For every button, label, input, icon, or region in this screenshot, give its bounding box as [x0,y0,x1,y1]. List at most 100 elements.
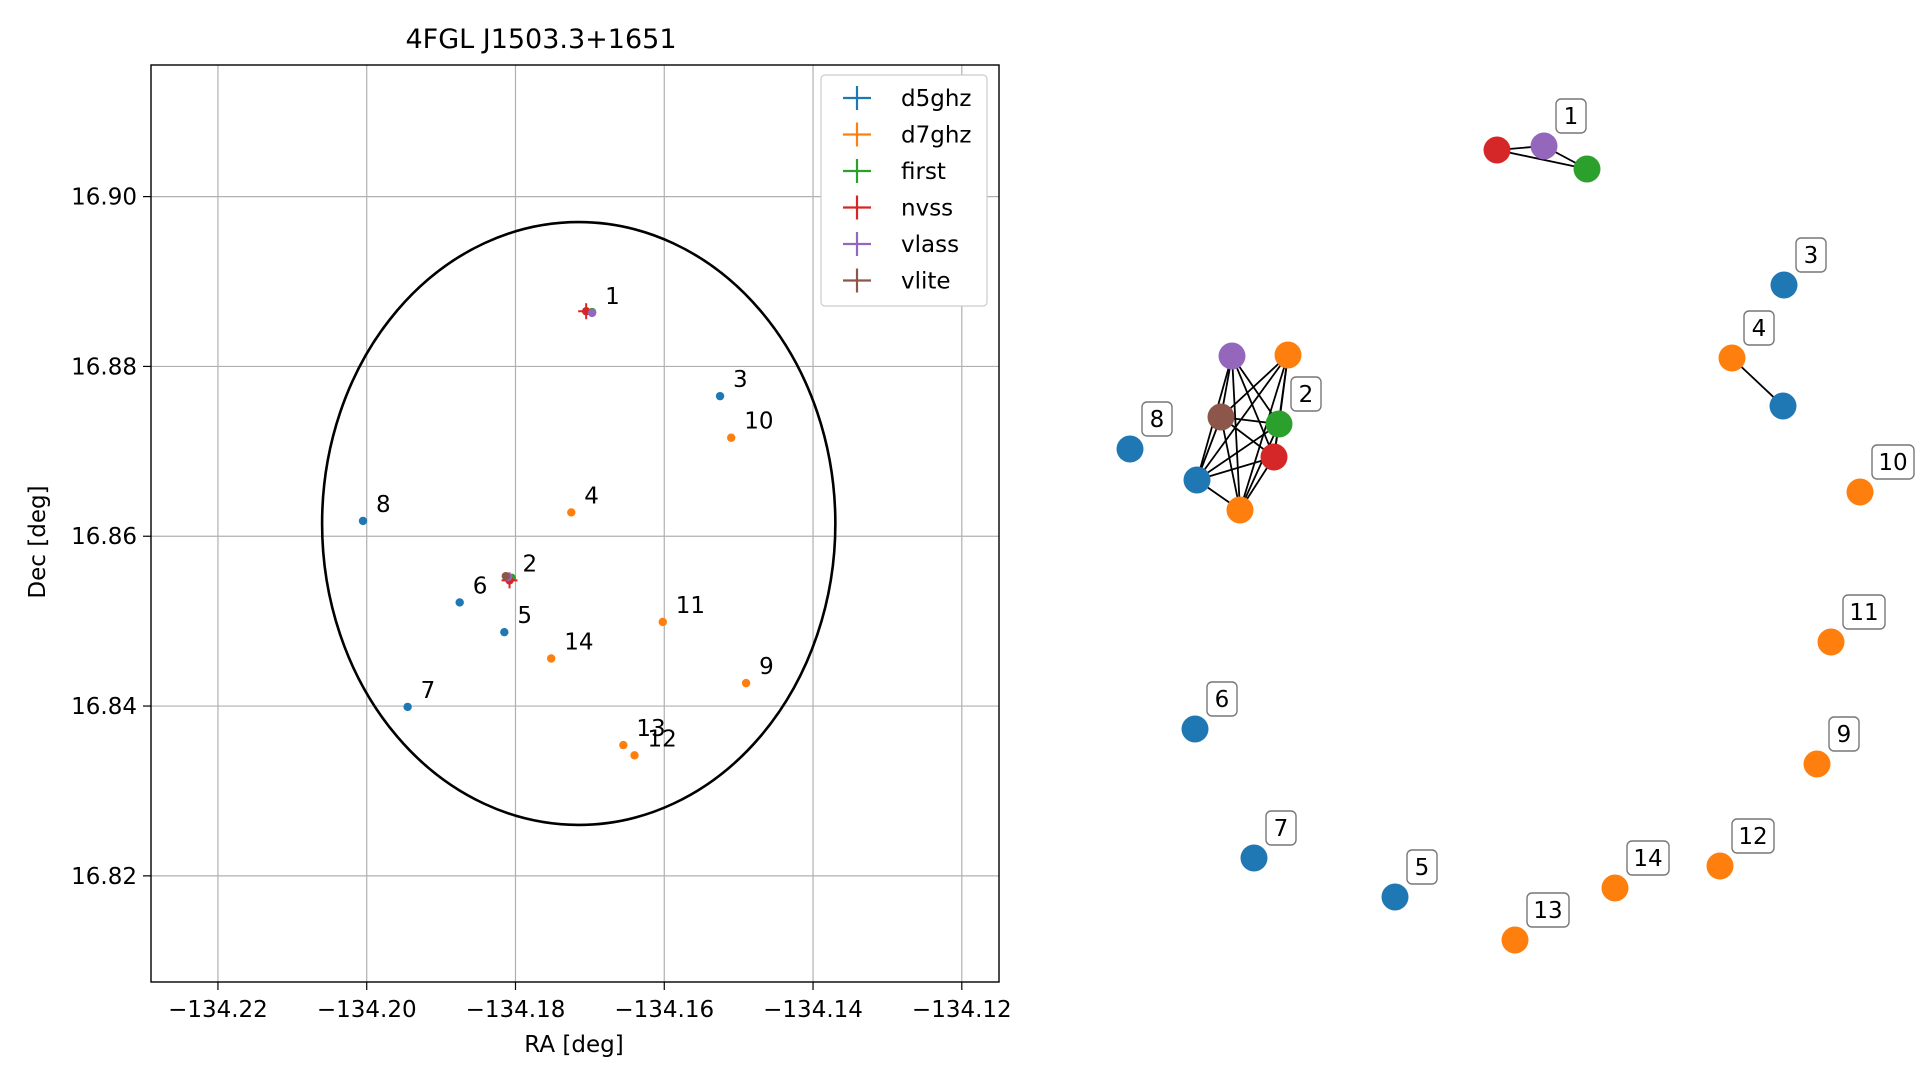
data-point-label: 4 [584,483,599,509]
x-tick-label: −134.20 [317,997,417,1023]
data-point-label: 13 [636,716,665,742]
network-edge [1196,423,1280,481]
network-node [1240,844,1268,872]
data-point-label: 12 [648,726,677,752]
legend-box [820,74,988,307]
network-node [1530,132,1558,160]
x-axis-label: RA [deg] [524,1032,623,1058]
network-edge [1239,423,1280,511]
x-tick-label: −134.22 [168,997,268,1023]
network-node-label: 7 [1274,816,1289,842]
network-node-label: 11 [1849,600,1878,626]
network-node-label-box [1743,310,1775,346]
network-node [1181,715,1209,743]
network-node-label: 3 [1804,243,1819,269]
network-edge [1196,354,1289,481]
axis-ticks: −134.22 −134.20 −134.18 −134.16 −134.14 −134.… [71,185,1012,1023]
network-node [1265,410,1293,438]
network-node-label-box [1290,376,1322,412]
data-point-label: 7 [421,678,436,704]
data-point-label: 6 [473,573,488,599]
network-node [1483,136,1511,164]
data-point-d7ghz [741,678,751,688]
network-edge [1231,355,1241,511]
network-edge [1231,355,1280,425]
network-node-label: 1 [1564,104,1579,130]
network-node [1846,478,1874,506]
network-node-label-box [1206,681,1238,717]
data-point-label: 9 [759,654,774,680]
network-edge [1231,355,1275,458]
network-node-label: 6 [1215,687,1230,713]
network-node-label: 10 [1878,450,1907,476]
x-tick-label: −134.16 [614,997,714,1023]
legend-entry-vlite: vlite [901,269,951,295]
data-point-d7ghz [619,740,628,750]
network-node-label-box [1141,401,1173,437]
data-point-d5ghz [500,627,509,637]
legend: d5ghz d7ghz first nvss vlass vlite [820,74,988,307]
data-point-vlass [587,308,597,318]
y-axis-label: Dec [deg] [25,485,51,598]
data-point-label: 3 [733,367,748,393]
network-node [1718,344,1746,372]
legend-entry-d7ghz: d7ghz [901,123,971,149]
network-node [1573,155,1601,183]
data-point-d5ghz [403,702,412,712]
data-point-d7ghz [546,654,556,663]
network-node [1803,750,1831,778]
network-node [1207,403,1235,431]
network-node [1817,628,1845,656]
localization-ellipse-curve [320,220,837,827]
network-node [1274,341,1302,369]
network-node [1381,883,1409,911]
data-point-vlite [501,571,511,581]
x-tick-label: −134.14 [763,997,863,1023]
network-node-label-box [1842,594,1886,630]
y-tick-label: 16.86 [71,524,137,550]
network-node-label: 4 [1752,316,1767,342]
data-point-label: 10 [744,409,773,435]
chart-title: 4FGL J1503.3+1651 [405,24,676,55]
network-node-label-box [1871,444,1915,480]
network-node-label-box [1731,818,1775,854]
localization-ellipse [320,220,837,827]
network-node-label: 8 [1150,407,1165,433]
network-node-label-box [1555,98,1587,134]
network-node-label: 13 [1533,898,1562,924]
network-node [1601,874,1629,902]
data-point-label: 2 [523,551,538,577]
x-tick-label: −134.12 [912,997,1012,1023]
network-edge [1496,149,1588,170]
network-node [1706,852,1734,880]
network-node [1770,271,1798,299]
network-node [1226,496,1254,524]
x-tick-label: −134.18 [466,997,566,1023]
network-node [1218,342,1246,370]
network-node [1769,392,1797,420]
network-node [1116,435,1144,463]
network-node-label-box [1795,237,1827,273]
data-point-d7ghz [567,508,576,517]
y-tick-label: 16.82 [71,864,137,890]
data-point-d5ghz [455,598,464,607]
data-point-label: 5 [517,603,532,629]
y-tick-label: 16.90 [71,185,137,211]
network-node [1260,443,1288,471]
y-tick-label: 16.84 [71,694,137,720]
data-point-label: 8 [376,492,391,518]
network-edge [1220,354,1289,418]
network-edge [1239,354,1289,511]
network-node-label: 5 [1415,855,1430,881]
legend-entry-vlass: vlass [901,232,959,258]
network-node-label: 12 [1738,824,1767,850]
legend-entry-first: first [901,159,946,185]
axes-frame [150,64,1000,983]
legend-entry-nvss: nvss [901,196,953,222]
network-edge [1220,416,1241,511]
network-node-label-box [1828,716,1860,752]
